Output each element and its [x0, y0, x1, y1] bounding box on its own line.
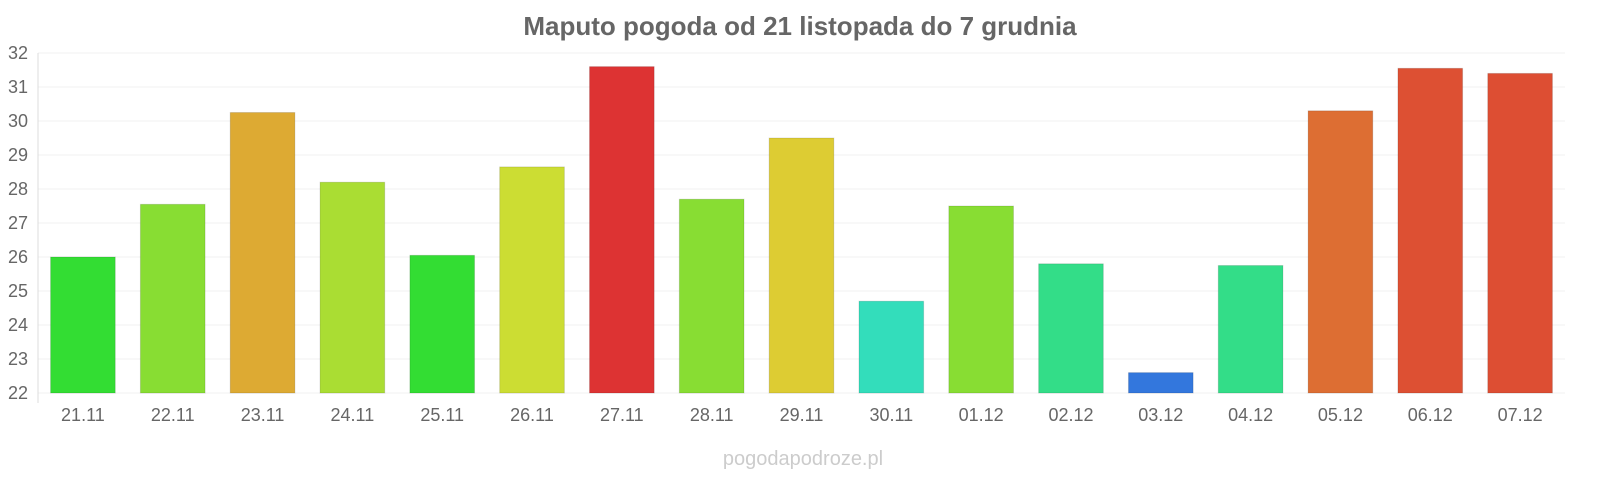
bar-30.11: [858, 300, 925, 394]
bar-22.11: [139, 203, 206, 394]
y-tick-label: 25: [8, 281, 28, 301]
bar-01.12: [948, 205, 1014, 394]
bar-21.11: [50, 256, 116, 394]
y-tick-label: 28: [8, 179, 28, 199]
bar-23.11: [229, 112, 296, 394]
x-tick-label: 05.12: [1318, 405, 1363, 425]
x-tick-label: 06.12: [1408, 405, 1453, 425]
bar-07.12: [1487, 72, 1553, 394]
bar-03.12: [1127, 372, 1194, 394]
x-tick-label: 07.12: [1498, 405, 1543, 425]
source-credit: pogodapodroze.pl: [723, 448, 883, 470]
y-tick-label: 30: [8, 111, 28, 131]
x-tick-label: 27.11: [600, 405, 644, 425]
chart-title: Maputo pogoda od 21 listopada do 7 grudn…: [523, 11, 1077, 41]
x-tick-label: 25.11: [420, 405, 464, 425]
x-tick-label: 04.12: [1228, 405, 1273, 425]
x-tick-label: 02.12: [1048, 405, 1093, 425]
x-axis-ticks: 21.11 22.11 23.11 24.11 25.11 26.11 27.11 28.11…: [61, 405, 1543, 425]
bar-02.12: [1038, 263, 1104, 394]
x-tick-label: 22.11: [151, 405, 195, 425]
y-tick-label: 29: [8, 145, 28, 165]
y-tick-label: 27: [8, 213, 28, 233]
y-tick-label: 31: [8, 77, 28, 97]
bar-27.11: [589, 66, 655, 394]
y-axis-ticks: 22 23 24 25 26 27 28 29 30 31 32: [8, 43, 28, 403]
x-tick-label: 01.12: [959, 405, 1004, 425]
x-tick-label: 26.11: [510, 405, 554, 425]
y-tick-label: 32: [8, 43, 28, 63]
x-tick-label: 21.11: [61, 405, 105, 425]
bar-06.12: [1397, 67, 1464, 394]
bar-24.11: [319, 181, 386, 394]
y-tick-label: 23: [8, 349, 28, 369]
bar-29.11: [768, 137, 835, 394]
bar-05.12: [1307, 110, 1374, 394]
y-tick-label: 26: [8, 247, 28, 267]
x-tick-label: 03.12: [1138, 405, 1183, 425]
bar-26.11: [499, 166, 565, 394]
bar-25.11: [409, 254, 476, 394]
x-tick-label: 28.11: [690, 405, 734, 425]
x-tick-label: 29.11: [780, 405, 824, 425]
x-tick-label: 24.11: [331, 405, 375, 425]
x-tick-label: 30.11: [869, 405, 913, 425]
bar-28.11: [678, 198, 745, 394]
bar-04.12: [1217, 265, 1284, 394]
y-tick-label: 22: [8, 383, 28, 403]
bars: [50, 66, 1553, 394]
x-tick-label: 23.11: [241, 405, 285, 425]
y-tick-label: 24: [8, 315, 28, 335]
